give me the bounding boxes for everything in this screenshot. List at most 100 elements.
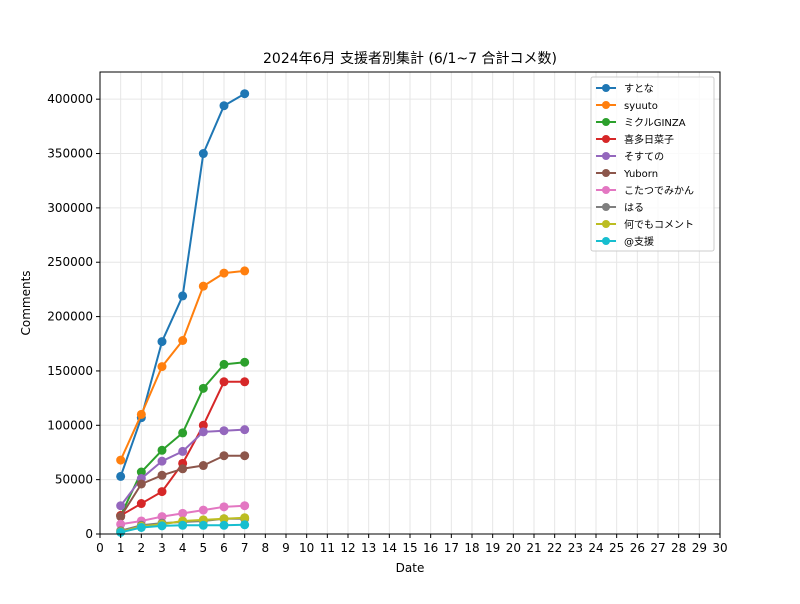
legend-marker (602, 152, 610, 160)
data-point (198, 149, 208, 159)
legend-marker (602, 220, 610, 228)
data-point (219, 359, 229, 369)
x-tick-label: 15 (402, 541, 417, 555)
grid (99, 72, 721, 535)
x-tick-label: 0 (96, 541, 104, 555)
x-tick-label: 20 (506, 541, 521, 555)
y-tick-label: 300000 (47, 201, 93, 215)
legend-item: syuuto (596, 101, 658, 112)
data-point (178, 446, 188, 456)
data-point (116, 471, 126, 481)
data-point (198, 383, 208, 393)
data-point (240, 377, 250, 387)
legend-item: はる (596, 202, 644, 214)
x-tick-label: 17 (444, 541, 459, 555)
data-point (219, 451, 229, 461)
data-point (157, 512, 167, 522)
data-point (219, 268, 229, 278)
legend-label: @支援 (624, 235, 654, 248)
data-point (219, 426, 229, 436)
legend-label: 何でもコメント (624, 218, 694, 231)
data-point (240, 357, 250, 367)
legend-label: ミクルGINZA (624, 117, 686, 129)
x-tick-label: 5 (200, 541, 208, 555)
legend-marker (602, 84, 610, 92)
x-tick-label: 3 (158, 541, 166, 555)
x-tick-label: 10 (299, 541, 314, 555)
x-tick-label: 13 (361, 541, 376, 555)
legend-marker (602, 135, 610, 143)
series (116, 451, 250, 522)
legend-item: すとな (596, 83, 654, 95)
data-point (116, 527, 126, 537)
data-point (136, 522, 146, 532)
x-tick-label: 19 (485, 541, 500, 555)
data-point (240, 89, 250, 99)
legend-item: ミクルGINZA (596, 117, 686, 129)
series (116, 520, 250, 537)
data-point (136, 479, 146, 489)
data-point (240, 501, 250, 511)
x-tick-label: 1 (117, 541, 125, 555)
y-tick-label: 100000 (47, 418, 93, 432)
data-point (157, 362, 167, 372)
y-tick-label: 250000 (47, 255, 93, 269)
data-point (178, 464, 188, 474)
data-point (116, 512, 126, 522)
data-point (240, 266, 250, 276)
data-point (198, 505, 208, 515)
data-point (116, 501, 126, 511)
x-tick-label: 28 (671, 541, 686, 555)
legend-marker (602, 169, 610, 177)
data-point (157, 470, 167, 480)
x-tick-label: 25 (609, 541, 624, 555)
data-point (136, 499, 146, 509)
data-point (219, 514, 229, 524)
data-point (219, 101, 229, 111)
data-point (240, 513, 250, 523)
legend-marker (602, 101, 610, 109)
y-tick-label: 50000 (55, 473, 93, 487)
x-tick-label: 14 (382, 541, 397, 555)
data-point (240, 520, 250, 530)
series (116, 266, 250, 465)
x-tick-label: 12 (340, 541, 355, 555)
x-tick-label: 4 (179, 541, 187, 555)
series (116, 425, 250, 511)
x-axis-ticks: 0 1 2 3 4 5 6 7 8 9 10 11 12 13 14 15 16 17 18 19 20 21 22 23 24… (96, 534, 728, 555)
data-point (136, 409, 146, 419)
data-point (198, 420, 208, 430)
legend-item: 何でもコメント (596, 218, 694, 231)
y-tick-label: 0 (85, 527, 93, 541)
x-tick-label: 24 (588, 541, 603, 555)
legend-item: そすての (596, 151, 664, 163)
data-point (157, 521, 167, 531)
legend-label: そすての (624, 151, 664, 163)
data-point (178, 520, 188, 530)
legend-item: @支援 (596, 235, 654, 248)
y-tick-label: 400000 (47, 92, 93, 106)
data-point (198, 520, 208, 530)
x-tick-label: 8 (262, 541, 270, 555)
legend-label: はる (624, 202, 644, 214)
data-point (198, 461, 208, 471)
x-axis-label: Date (396, 561, 425, 575)
y-tick-label: 200000 (47, 310, 93, 324)
data-point (178, 428, 188, 438)
data-point (178, 508, 188, 518)
legend-label: こたつでみかん (624, 185, 694, 197)
x-tick-label: 16 (423, 541, 438, 555)
legend-label: 喜多日菜子 (624, 133, 674, 146)
data-point (240, 451, 250, 461)
data-point (198, 281, 208, 291)
legend-marker (602, 186, 610, 194)
legend-item: こたつでみかん (596, 185, 694, 197)
x-tick-label: 18 (464, 541, 479, 555)
data-point (157, 487, 167, 497)
y-axis-label: Comments (19, 270, 33, 335)
data-point (157, 456, 167, 466)
legend-marker (602, 237, 610, 245)
data-point (116, 455, 126, 465)
data-point (178, 336, 188, 346)
